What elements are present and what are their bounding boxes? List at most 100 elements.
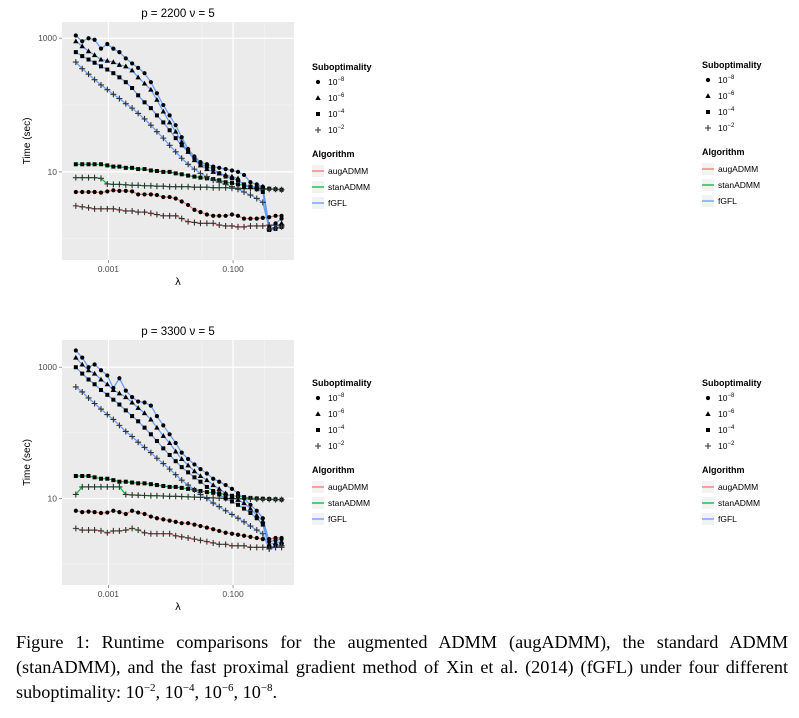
data-point (111, 397, 116, 402)
figure-svg: 0.001 0.100 10 1000 p = 2200 ν = 5 λ Time (sec… (22, 8, 762, 613)
tick-label-x: 0.001 (98, 589, 120, 599)
data-point (247, 192, 254, 199)
data-point (123, 394, 129, 400)
data-point (223, 174, 228, 179)
data-point (80, 473, 85, 478)
data-point (110, 205, 117, 212)
data-point (167, 518, 172, 523)
data-point (178, 215, 185, 222)
legend-title-suboptimality: Suboptimality (702, 378, 762, 388)
data-point (154, 413, 160, 419)
legend-marker-triangle (315, 411, 321, 416)
data-point (116, 62, 123, 67)
data-point (86, 189, 91, 195)
data-point (179, 172, 184, 177)
legend-label-stanADMM: stanADMM (718, 498, 760, 508)
data-point (241, 500, 247, 506)
data-point (241, 518, 248, 525)
legend-label-suboptimality: 10−2 (328, 125, 345, 135)
data-point (179, 485, 184, 490)
data-point (129, 207, 136, 214)
data-point (260, 537, 265, 542)
data-point (191, 166, 198, 173)
data-point (105, 476, 110, 481)
data-point (110, 416, 117, 423)
data-point (154, 169, 159, 174)
data-point (229, 499, 234, 504)
data-point (173, 171, 178, 176)
data-point (117, 509, 122, 515)
data-point (85, 174, 92, 181)
data-point (172, 448, 179, 454)
data-point (130, 189, 135, 194)
data-point (178, 155, 185, 162)
data-point (147, 122, 154, 129)
data-point (253, 527, 260, 534)
data-point (178, 533, 185, 540)
data-point (141, 444, 148, 451)
data-point (122, 181, 129, 188)
data-point (136, 167, 141, 172)
data-point (259, 199, 266, 206)
data-point (136, 510, 141, 515)
data-point (178, 493, 185, 500)
data-point (86, 365, 91, 370)
data-point (110, 181, 117, 188)
data-point (92, 37, 97, 42)
data-point (248, 216, 253, 221)
data-point (217, 165, 222, 170)
data-point (136, 399, 141, 404)
data-point (85, 367, 92, 373)
legend-marker-circle (705, 395, 711, 401)
data-point (179, 143, 184, 148)
data-point (229, 212, 235, 217)
data-point (153, 183, 160, 190)
data-point (129, 105, 136, 112)
tick-label-x: 0.100 (222, 264, 244, 274)
data-point (154, 91, 160, 96)
data-point (185, 218, 192, 225)
data-point (217, 492, 222, 497)
data-point (210, 539, 217, 546)
data-point (211, 488, 216, 493)
data-point (167, 169, 172, 174)
data-point (142, 425, 147, 430)
data-point (148, 432, 153, 437)
data-point (166, 119, 173, 125)
data-point (92, 475, 97, 480)
data-point (186, 470, 191, 475)
data-point (98, 368, 104, 373)
data-point (229, 168, 235, 173)
data-point (222, 507, 229, 514)
data-point (173, 519, 178, 524)
data-point (73, 189, 78, 195)
data-point (79, 388, 86, 395)
legend: Suboptimality 10−8 10−6 10−4 10−2 Algorithm au… (702, 378, 762, 525)
legend-title-algorithm: Algorithm (312, 149, 355, 159)
data-point (217, 528, 222, 534)
data-point (79, 527, 86, 534)
data-point (266, 545, 273, 552)
data-point (229, 486, 235, 491)
data-point (216, 486, 222, 491)
data-point (260, 522, 265, 527)
data-point (191, 494, 198, 501)
data-point (223, 482, 228, 488)
series-line-augADMM (75, 510, 282, 540)
data-point (247, 496, 254, 503)
data-point (216, 541, 223, 548)
data-point (123, 188, 128, 193)
data-point (279, 216, 284, 221)
legend-label-suboptimality: 10−2 (328, 441, 345, 451)
data-point (204, 166, 210, 172)
series-line-fGFL (75, 40, 282, 230)
data-point (123, 408, 128, 413)
data-point (116, 483, 123, 490)
data-point (136, 419, 141, 424)
data-point (191, 536, 198, 543)
data-point (272, 186, 279, 193)
caption-subopt-value: 10−8 (242, 681, 273, 702)
data-point (185, 183, 192, 190)
data-point (267, 215, 272, 220)
